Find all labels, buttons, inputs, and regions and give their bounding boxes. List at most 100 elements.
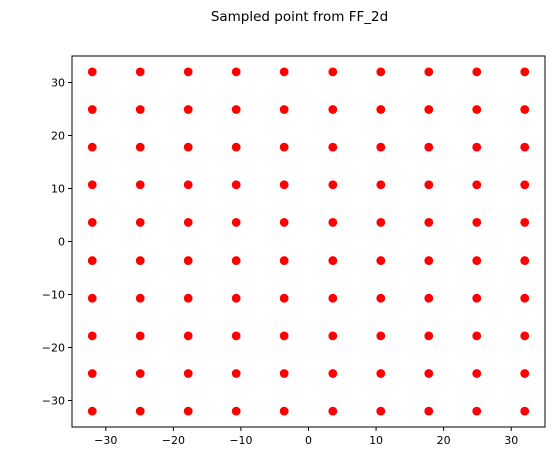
- data-point: [472, 218, 482, 227]
- y-tick-label: 30: [51, 77, 65, 90]
- data-point: [376, 256, 386, 265]
- data-point: [135, 180, 145, 190]
- data-point: [279, 67, 289, 77]
- data-point: [183, 406, 193, 416]
- data-point: [424, 67, 434, 77]
- data-point: [472, 180, 482, 190]
- data-point: [231, 218, 241, 227]
- data-point: [376, 142, 386, 152]
- data-point: [424, 406, 434, 416]
- data-point: [328, 105, 338, 114]
- data-point: [231, 67, 241, 77]
- data-point: [183, 331, 193, 341]
- data-point: [424, 142, 434, 152]
- data-point: [376, 369, 386, 378]
- data-point: [279, 293, 289, 303]
- data-point: [472, 67, 482, 77]
- data-point: [424, 180, 434, 190]
- data-point: [87, 218, 97, 227]
- x-tick-label: 20: [437, 434, 451, 447]
- data-point: [424, 293, 434, 303]
- data-point: [87, 369, 97, 378]
- data-point: [231, 180, 241, 190]
- y-tick-label: 10: [51, 183, 65, 196]
- data-point: [424, 256, 434, 265]
- x-tick-label: −20: [162, 434, 185, 447]
- data-point: [328, 256, 338, 265]
- data-point: [135, 218, 145, 227]
- data-point: [135, 67, 145, 77]
- data-point: [376, 67, 386, 77]
- data-point: [424, 331, 434, 341]
- y-axis: −30 −20 −10 0 10 20 30: [42, 77, 72, 408]
- data-point: [328, 142, 338, 152]
- data-point: [520, 105, 530, 114]
- data-point: [135, 105, 145, 114]
- data-point: [87, 256, 97, 265]
- data-point: [279, 142, 289, 152]
- data-point: [376, 180, 386, 190]
- x-tick-label: −30: [94, 434, 117, 447]
- x-tick-label: 30: [504, 434, 518, 447]
- data-point: [183, 105, 193, 114]
- data-point: [87, 331, 97, 341]
- data-point: [231, 406, 241, 416]
- data-point: [87, 180, 97, 190]
- y-tick-label: 20: [51, 130, 65, 143]
- x-tick-label: 10: [369, 434, 383, 447]
- data-point: [135, 142, 145, 152]
- data-point: [231, 293, 241, 303]
- data-point: [472, 105, 482, 114]
- x-tick-label: 0: [305, 434, 312, 447]
- chart-title: Sampled point from FF_2d: [210, 9, 389, 25]
- data-point: [87, 67, 97, 77]
- data-point: [520, 256, 530, 265]
- y-tick-label: −30: [42, 395, 65, 408]
- y-tick-label: 0: [58, 236, 65, 249]
- data-point: [424, 218, 434, 227]
- data-point: [87, 105, 97, 114]
- y-tick-label: −10: [42, 289, 65, 302]
- data-point: [135, 256, 145, 265]
- y-tick-label: −20: [42, 342, 65, 355]
- data-point: [472, 256, 482, 265]
- data-point: [87, 293, 97, 303]
- data-point: [135, 293, 145, 303]
- data-point: [520, 331, 530, 341]
- data-point: [183, 218, 193, 227]
- data-point: [87, 406, 97, 416]
- data-point: [520, 67, 530, 77]
- data-point: [520, 218, 530, 227]
- data-point: [520, 180, 530, 190]
- data-point: [279, 180, 289, 190]
- data-point: [328, 369, 338, 378]
- data-point: [328, 67, 338, 77]
- data-point: [472, 293, 482, 303]
- data-point: [472, 406, 482, 416]
- data-point: [472, 142, 482, 152]
- data-point: [328, 293, 338, 303]
- data-point: [231, 369, 241, 378]
- data-point: [424, 105, 434, 114]
- data-point: [279, 406, 289, 416]
- data-point: [520, 293, 530, 303]
- data-point: [183, 67, 193, 77]
- data-point: [135, 369, 145, 378]
- data-point: [472, 369, 482, 378]
- data-point: [376, 331, 386, 341]
- data-point: [231, 105, 241, 114]
- data-point: [231, 256, 241, 265]
- data-point: [135, 406, 145, 416]
- data-point: [231, 142, 241, 152]
- data-point: [135, 331, 145, 341]
- data-point: [279, 369, 289, 378]
- data-point: [424, 369, 434, 378]
- data-point: [279, 105, 289, 114]
- data-point: [183, 142, 193, 152]
- data-point: [279, 256, 289, 265]
- points-layer: [87, 67, 530, 416]
- data-point: [231, 331, 241, 341]
- data-point: [183, 369, 193, 378]
- data-point: [87, 142, 97, 152]
